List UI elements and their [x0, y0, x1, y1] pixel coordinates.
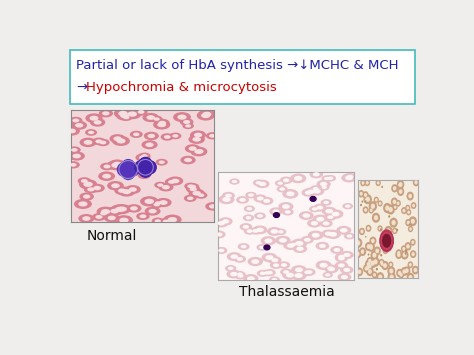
Text: Normal: Normal [86, 229, 137, 243]
Text: Hypochromia & microcytosis: Hypochromia & microcytosis [86, 81, 276, 94]
FancyBboxPatch shape [70, 50, 415, 104]
Text: →: → [76, 81, 87, 94]
Text: Thalassaemia: Thalassaemia [239, 285, 335, 299]
Text: Partial or lack of HbA synthesis →↓MCHC & MCH: Partial or lack of HbA synthesis →↓MCHC … [76, 59, 399, 72]
